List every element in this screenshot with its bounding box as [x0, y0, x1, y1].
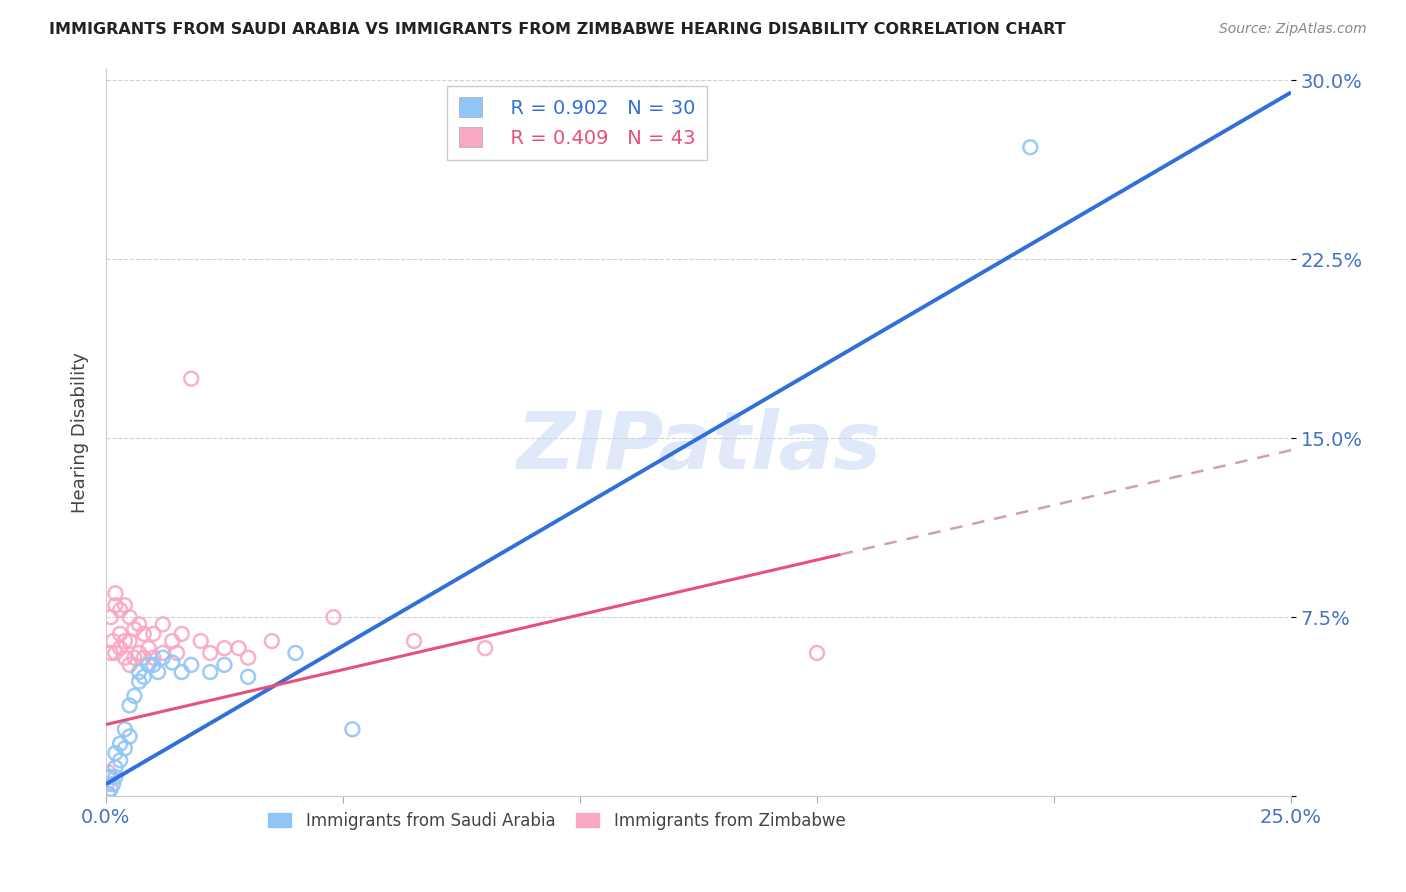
Point	[138, 657, 160, 672]
Point	[260, 634, 283, 648]
Point	[152, 646, 174, 660]
Point	[128, 674, 150, 689]
Point	[166, 646, 188, 660]
Point	[228, 641, 250, 656]
Point	[474, 641, 496, 656]
Y-axis label: Hearing Disability: Hearing Disability	[72, 351, 89, 513]
Point	[180, 657, 202, 672]
Point	[162, 634, 184, 648]
Point	[97, 765, 120, 780]
Point	[124, 622, 146, 636]
Point	[190, 634, 212, 648]
Point	[96, 777, 118, 791]
Point	[162, 656, 184, 670]
Point	[200, 646, 222, 660]
Point	[104, 746, 127, 760]
Point	[170, 627, 193, 641]
Point	[142, 650, 165, 665]
Point	[118, 634, 141, 648]
Point	[138, 641, 160, 656]
Point	[108, 753, 131, 767]
Point	[104, 760, 127, 774]
Point	[108, 603, 131, 617]
Point	[114, 650, 136, 665]
Point	[342, 723, 364, 737]
Point	[114, 599, 136, 613]
Point	[142, 627, 165, 641]
Point	[132, 627, 155, 641]
Point	[214, 641, 236, 656]
Point	[101, 634, 124, 648]
Point	[98, 770, 121, 784]
Point	[322, 610, 344, 624]
Point	[108, 641, 131, 656]
Point	[152, 650, 174, 665]
Point	[1019, 140, 1042, 154]
Point	[236, 650, 259, 665]
Point	[114, 634, 136, 648]
Point	[118, 610, 141, 624]
Point	[142, 657, 165, 672]
Point	[128, 646, 150, 660]
Text: ZIPatlas: ZIPatlas	[516, 408, 882, 486]
Point	[104, 599, 127, 613]
Point	[100, 781, 122, 796]
Point	[114, 741, 136, 756]
Point	[97, 787, 120, 801]
Point	[100, 610, 122, 624]
Point	[402, 634, 425, 648]
Text: IMMIGRANTS FROM SAUDI ARABIA VS IMMIGRANTS FROM ZIMBABWE HEARING DISABILITY CORR: IMMIGRANTS FROM SAUDI ARABIA VS IMMIGRAN…	[49, 22, 1066, 37]
Point	[104, 646, 127, 660]
Point	[132, 670, 155, 684]
Point	[118, 657, 141, 672]
Point	[128, 665, 150, 679]
Point	[118, 698, 141, 713]
Point	[124, 689, 146, 703]
Point	[170, 665, 193, 679]
Point	[108, 737, 131, 751]
Point	[108, 627, 131, 641]
Point	[100, 770, 122, 784]
Point	[806, 646, 828, 660]
Point	[284, 646, 307, 660]
Point	[104, 770, 127, 784]
Point	[214, 657, 236, 672]
Point	[100, 646, 122, 660]
Point	[146, 665, 169, 679]
Point	[104, 586, 127, 600]
Legend: Immigrants from Saudi Arabia, Immigrants from Zimbabwe: Immigrants from Saudi Arabia, Immigrants…	[263, 807, 851, 835]
Point	[118, 730, 141, 744]
Point	[152, 617, 174, 632]
Point	[114, 723, 136, 737]
Point	[180, 371, 202, 385]
Point	[236, 670, 259, 684]
Point	[101, 777, 124, 791]
Point	[132, 650, 155, 665]
Text: Source: ZipAtlas.com: Source: ZipAtlas.com	[1219, 22, 1367, 37]
Point	[124, 650, 146, 665]
Point	[128, 617, 150, 632]
Point	[200, 665, 222, 679]
